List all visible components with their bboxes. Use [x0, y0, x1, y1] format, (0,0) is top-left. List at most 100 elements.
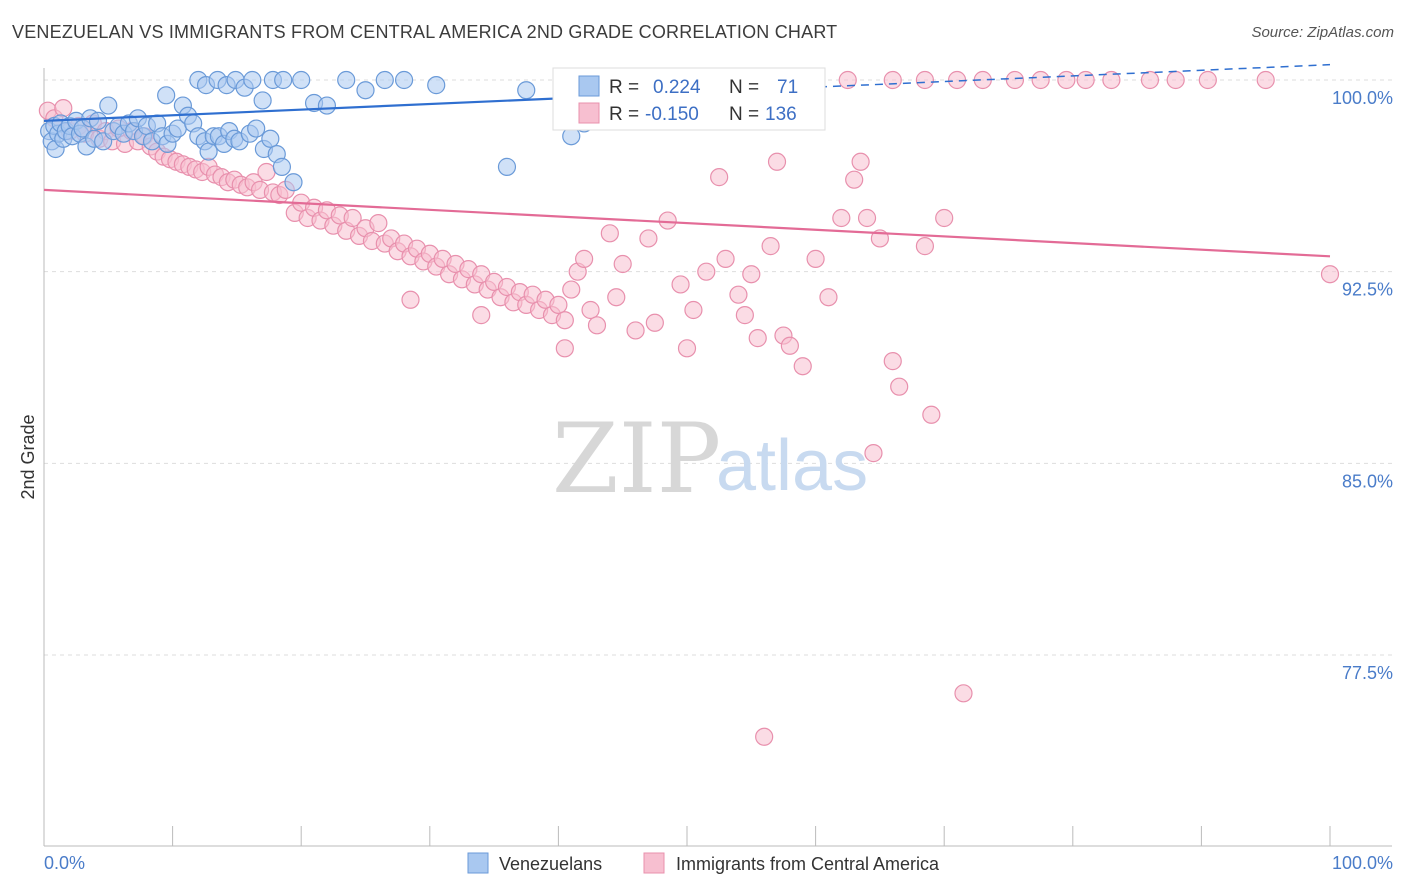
immigrants-point: [613, 254, 632, 274]
y-tick-label: 77.5%: [1342, 663, 1393, 683]
watermark-atlas-text: atlas: [716, 426, 868, 506]
venezuelans-point: [337, 70, 356, 90]
venezuelans-point: [517, 81, 536, 100]
stats-n-label-1: N =: [729, 77, 759, 98]
immigrants-point: [915, 70, 935, 90]
immigrants-point: [257, 162, 276, 182]
chart-title: VENEZUELAN VS IMMIGRANTS FROM CENTRAL AM…: [12, 22, 838, 42]
venezuelans-point: [88, 111, 108, 130]
legend-swatch-venezuelans: [467, 852, 489, 874]
venezuelans-point: [243, 70, 262, 90]
immigrants-point: [864, 444, 883, 463]
immigrants-point: [1198, 70, 1217, 90]
immigrants-point: [883, 70, 902, 90]
immigrants-point: [1140, 70, 1160, 90]
immigrants-point: [472, 306, 491, 325]
venezuelans-point: [394, 70, 414, 90]
immigrants-point: [639, 229, 658, 248]
immigrants-point: [851, 152, 870, 171]
immigrants-point: [549, 295, 568, 314]
watermark-zip-text: ZIP: [552, 403, 721, 515]
immigrants-point: [748, 329, 767, 348]
x-tick-label-max: 100.0%: [1332, 853, 1393, 873]
immigrants-point: [607, 288, 626, 307]
stats-n-value-venezuelans: 71: [777, 77, 798, 98]
immigrants-point: [369, 214, 388, 233]
stats-n-value-immigrants: 136: [765, 104, 797, 125]
immigrants-point: [684, 300, 703, 320]
stats-legend-box: R = 0.224 N = 71 R = -0.150 N = 136: [552, 67, 826, 131]
legend-label-immigrants: Immigrants from Central America: [676, 854, 940, 874]
venezuelans-point: [356, 81, 375, 100]
immigrants-point: [1057, 70, 1076, 90]
venezuelans-point: [497, 157, 517, 176]
venezuelans-point: [253, 91, 272, 110]
immigrants-point: [658, 211, 677, 230]
immigrants-point: [1256, 70, 1275, 90]
immigrants-point: [710, 168, 729, 187]
immigrants-point: [581, 300, 600, 320]
stats-r-value-immigrants: -0.150: [645, 104, 699, 125]
immigrants-point: [767, 152, 787, 171]
watermark: ZIP atlas: [552, 403, 868, 515]
immigrants-point: [671, 275, 690, 294]
y-axis-label: 2nd Grade: [18, 414, 38, 499]
immigrants-point: [1166, 70, 1185, 90]
immigrants-point: [562, 280, 581, 299]
immigrants-point: [857, 208, 877, 228]
immigrants-point: [343, 208, 362, 228]
venezuelans-point: [274, 70, 293, 90]
immigrants-point: [1031, 70, 1050, 90]
venezuelans-point: [261, 129, 280, 148]
y-tick-label: 92.5%: [1342, 280, 1393, 300]
immigrants-point: [806, 249, 825, 268]
immigrants-trend-line: [43, 188, 1331, 258]
immigrants-point: [935, 208, 954, 228]
axes: [43, 68, 1392, 847]
immigrants-point: [761, 237, 780, 256]
immigrants-point: [697, 262, 716, 281]
immigrants-point: [677, 339, 697, 358]
stats-swatch-immigrants: [578, 102, 600, 124]
venezuelans-point: [427, 76, 446, 95]
venezuelans-point: [375, 70, 394, 90]
immigrants-point: [587, 316, 607, 335]
immigrants-point: [915, 237, 935, 256]
venezuelans-point: [157, 86, 176, 105]
immigrants-point: [780, 336, 799, 355]
venezuelans-point: [317, 96, 337, 115]
stats-r-value-venezuelans: 0.224: [653, 77, 701, 98]
venezuelans-point: [272, 157, 292, 176]
immigrants-point: [555, 339, 574, 358]
immigrants-point: [54, 99, 73, 118]
y-tick-label: 100.0%: [1332, 88, 1393, 108]
venezuelans-point: [199, 142, 218, 161]
immigrants-point: [716, 249, 735, 268]
immigrants-point: [575, 249, 594, 268]
series-immigrants-points: [38, 70, 1340, 746]
x-tick-label-min: 0.0%: [44, 853, 85, 873]
immigrants-point: [1076, 70, 1095, 90]
immigrants-point: [626, 321, 645, 340]
immigrants-point: [742, 265, 761, 284]
immigrants-point: [735, 306, 754, 325]
legend-swatch-immigrants: [643, 852, 665, 874]
immigrants-point: [1102, 70, 1121, 90]
stats-swatch-venezuelans: [578, 75, 600, 97]
venezuelans-point: [284, 173, 303, 192]
immigrants-point: [600, 224, 619, 243]
immigrants-point: [838, 70, 857, 90]
stats-r-label-venezuelans: R =: [609, 77, 639, 98]
legend-label-venezuelans: Venezuelans: [499, 854, 602, 874]
immigrants-point: [645, 313, 664, 332]
immigrants-point: [832, 208, 851, 228]
chart-source: Source: ZipAtlas.com: [1251, 24, 1394, 41]
immigrants-point: [793, 357, 812, 376]
x-tick-labels: 0.0% 100.0%: [44, 853, 1393, 873]
venezuelans-trend-line-extension: [776, 63, 1331, 90]
immigrants-point: [1320, 265, 1340, 284]
immigrants-point: [819, 288, 838, 307]
venezuelans-point: [292, 70, 311, 90]
immigrants-point: [729, 285, 748, 304]
